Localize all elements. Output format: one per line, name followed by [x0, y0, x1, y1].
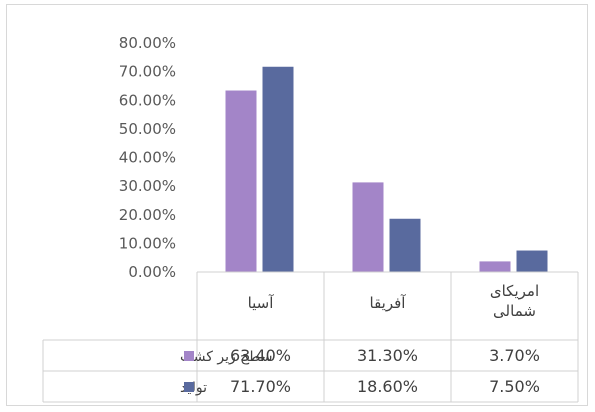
category-label: امریکای	[490, 282, 539, 300]
table-cell-value: 3.70%	[489, 346, 540, 365]
table-cell-value: 18.60%	[357, 377, 418, 396]
category-label: آسیا	[248, 294, 275, 312]
bar-cultivated-area	[479, 261, 511, 272]
bar-production	[262, 66, 294, 272]
y-tick-label: 40.00%	[119, 149, 176, 167]
y-tick-label: 50.00%	[119, 120, 176, 138]
bar-production	[389, 218, 421, 272]
bar-cultivated-area	[352, 182, 384, 272]
y-tick-label: 80.00%	[119, 34, 176, 52]
legend-label: سطح زیر کشت	[180, 349, 272, 365]
table-cell-value: 7.50%	[489, 377, 540, 396]
y-tick-label: 0.00%	[128, 263, 176, 281]
category-label: آفریقا	[370, 294, 407, 312]
table-cell-value: 63.40%	[230, 346, 291, 365]
chart-frame	[6, 4, 588, 406]
category-label: شمالی	[493, 302, 536, 320]
y-tick-label: 60.00%	[119, 91, 176, 109]
table-cell-value: 71.70%	[230, 377, 291, 396]
y-tick-label: 70.00%	[119, 63, 176, 81]
legend-swatch	[184, 351, 194, 361]
bar-cultivated-area	[225, 90, 257, 272]
y-tick-label: 30.00%	[119, 177, 176, 195]
legend-swatch	[184, 382, 194, 392]
y-tick-label: 10.00%	[119, 234, 176, 252]
y-tick-label: 20.00%	[119, 206, 176, 224]
bar-production	[516, 250, 548, 272]
table-cell-value: 31.30%	[357, 346, 418, 365]
